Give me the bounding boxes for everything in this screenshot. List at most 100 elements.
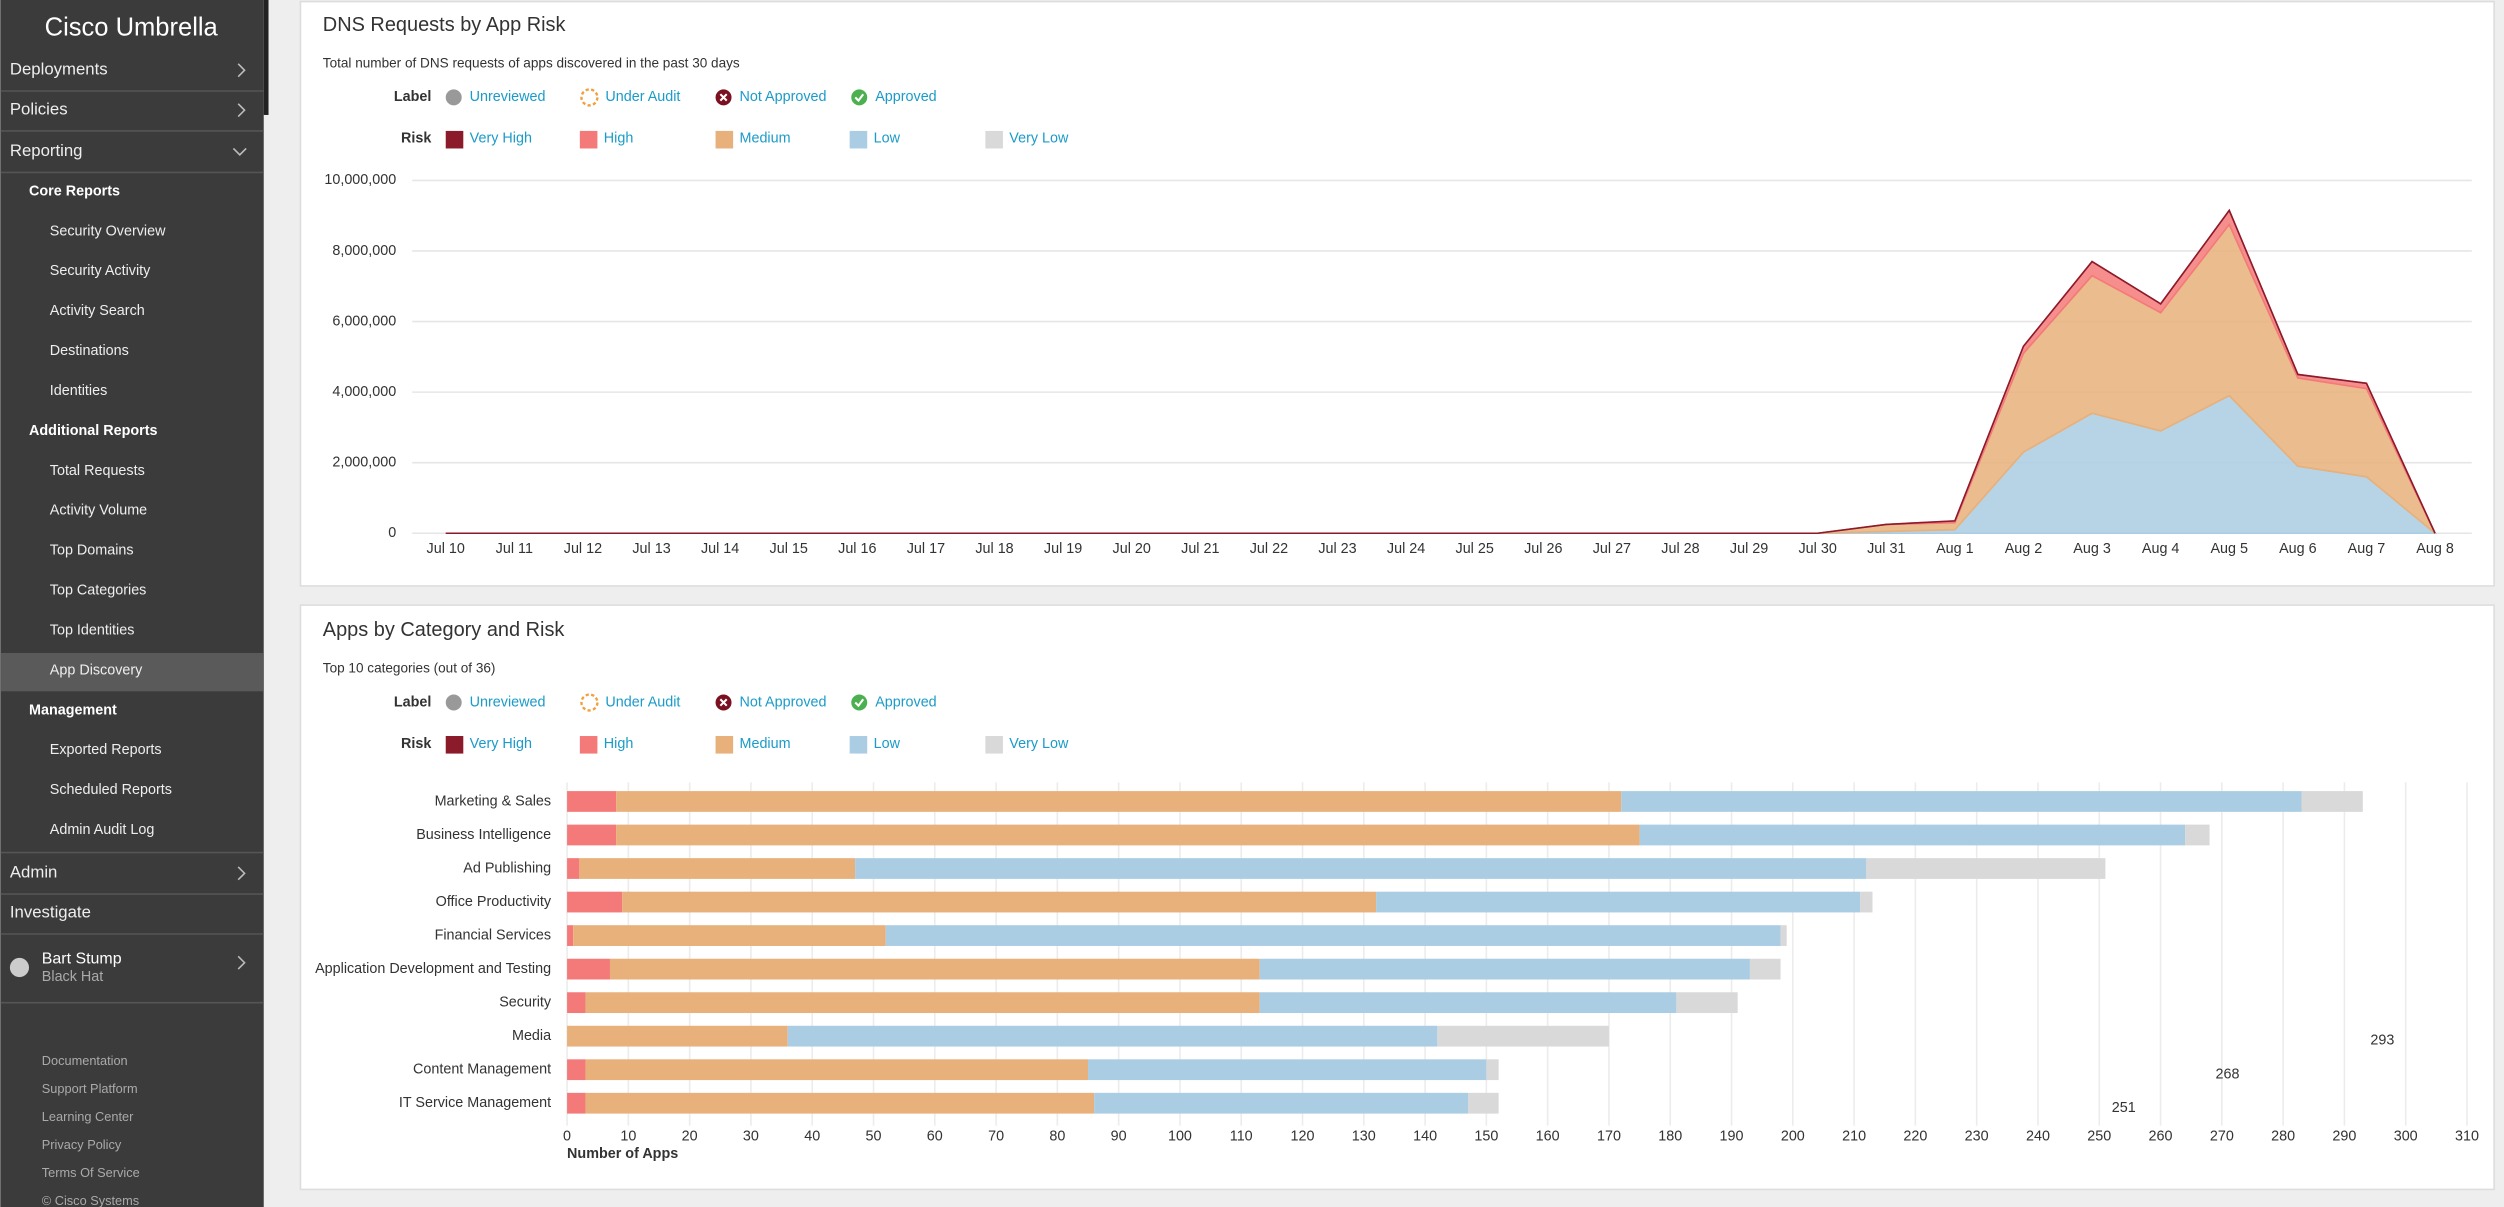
footer-link[interactable]: Terms Of Service	[42, 1165, 140, 1180]
x-tick-label: Jul 11	[496, 541, 533, 557]
menu-subitem[interactable]: App Discovery	[50, 662, 143, 678]
menu-subitem[interactable]: Destinations	[50, 343, 129, 359]
legend-swatch	[715, 736, 734, 754]
legend-label[interactable]: Medium	[740, 736, 791, 752]
active-item-highlight	[0, 652, 264, 692]
menu-subitem[interactable]: Security Overview	[50, 223, 166, 239]
menu-subitem[interactable]: Admin Audit Log	[50, 822, 155, 838]
legend-label[interactable]: Low	[874, 736, 901, 752]
legend-label[interactable]: Very High	[470, 131, 532, 147]
legend-title: Label	[394, 694, 432, 710]
x-tick-label: Aug 1	[1936, 541, 1974, 557]
menu-subitem[interactable]: Activity Search	[50, 303, 145, 319]
x-tick-label: 50	[866, 1129, 882, 1145]
x-tick-label: Jul 28	[1661, 541, 1699, 557]
legend-label[interactable]: High	[604, 131, 634, 147]
sidebar	[0, 0, 264, 1207]
footer-link[interactable]: Learning Center	[42, 1109, 134, 1124]
x-tick-label: 230	[1965, 1129, 1989, 1145]
x-axis-label: Number of Apps	[567, 1146, 678, 1162]
menu-subitem[interactable]: Total Requests	[50, 463, 145, 479]
menu-subitem[interactable]: Activity Volume	[50, 503, 147, 519]
x-tick-label: Jul 13	[632, 541, 670, 557]
x-tick-label: 300	[2394, 1129, 2418, 1145]
legend-swatch	[445, 130, 464, 149]
bar-segment	[1639, 824, 2186, 846]
legend-label[interactable]: Not Approved	[740, 89, 827, 105]
bar-segment	[616, 791, 1622, 812]
legend-label[interactable]: Medium	[740, 131, 791, 147]
menu-subitem[interactable]: Exported Reports	[50, 742, 162, 758]
legend-label[interactable]: Unreviewed	[470, 694, 546, 710]
legend-label[interactable]: Under Audit	[605, 694, 680, 710]
legend-label[interactable]: Under Audit	[605, 89, 680, 105]
x-tick-label: 260	[2149, 1129, 2173, 1145]
legend-swatch	[985, 736, 1003, 754]
x-tick-label: Jul 22	[1250, 541, 1288, 557]
user-name[interactable]: Bart Stump	[42, 951, 122, 968]
legend-label[interactable]: Very High	[470, 736, 532, 752]
legend-label[interactable]: Approved	[875, 694, 936, 710]
legend-label[interactable]: Low	[874, 131, 901, 147]
bar-segment	[787, 1025, 1438, 1047]
menu-item[interactable]: Investigate	[10, 903, 91, 922]
section-title: Core Reports	[29, 183, 120, 199]
footer-link[interactable]: Documentation	[42, 1053, 128, 1068]
category-label: Application Development and Testing	[315, 961, 551, 977]
legend-swatch	[445, 736, 464, 754]
user-org: Black Hat	[42, 969, 103, 985]
icon-unreviewed	[445, 89, 462, 106]
legend-label[interactable]: Unreviewed	[470, 89, 546, 105]
legend-label[interactable]: High	[604, 736, 634, 752]
x-tick-label: Jul 26	[1524, 541, 1562, 557]
bar-segment	[1088, 1059, 1487, 1081]
user-avatar	[9, 957, 30, 978]
x-tick-label: 280	[2271, 1129, 2295, 1145]
menu-item[interactable]: Admin	[10, 863, 57, 882]
menu-item[interactable]: Deployments	[10, 60, 108, 79]
footer-link[interactable]: © Cisco Systems	[42, 1193, 139, 1207]
legend-label[interactable]: Not Approved	[740, 694, 827, 710]
x-tick-label: 0	[563, 1129, 571, 1145]
x-tick-label: Aug 3	[2073, 541, 2111, 557]
bar-segment	[622, 891, 1377, 913]
icon-x	[719, 93, 728, 102]
total-label: 251	[2112, 1100, 2136, 1116]
x-tick-label: Jul 17	[907, 541, 945, 557]
bar-segment	[585, 1059, 1089, 1081]
legend-label[interactable]: Very Low	[1009, 131, 1069, 147]
x-tick-label: Jul 31	[1867, 541, 1905, 557]
menu-item[interactable]: Reporting	[10, 141, 83, 160]
footer-link[interactable]: Privacy Policy	[42, 1137, 122, 1152]
legend-label[interactable]: Very Low	[1009, 736, 1069, 752]
menu-subitem[interactable]: Top Categories	[50, 583, 147, 599]
x-tick-label: 60	[927, 1129, 943, 1145]
x-tick-label: 10	[620, 1129, 636, 1145]
x-tick-label: 110	[1230, 1129, 1253, 1145]
x-tick-label: Aug 6	[2279, 541, 2317, 557]
category-label: Financial Services	[435, 927, 552, 943]
chevron	[237, 866, 246, 881]
footer-link[interactable]: Support Platform	[42, 1081, 138, 1096]
icon-check	[854, 698, 865, 708]
legend-label[interactable]: Approved	[875, 89, 936, 105]
menu-subitem[interactable]: Top Domains	[50, 543, 134, 559]
menu-item[interactable]: Policies	[10, 100, 68, 119]
category-label: IT Service Management	[399, 1095, 551, 1111]
bar-segment	[567, 1059, 586, 1081]
x-tick-label: 220	[1903, 1129, 1927, 1145]
total-label: 268	[2216, 1066, 2240, 1082]
x-tick-label: 90	[1111, 1129, 1127, 1145]
bar-segment	[609, 958, 1260, 980]
menu-subitem[interactable]: Security Activity	[50, 263, 151, 279]
x-tick-label: Jul 30	[1799, 541, 1837, 557]
category-label: Marketing & Sales	[435, 793, 552, 809]
bar-segment	[1486, 1059, 1499, 1081]
area	[445, 208, 2436, 535]
menu-subitem[interactable]: Scheduled Reports	[50, 782, 172, 798]
x-tick-label: 130	[1352, 1129, 1376, 1145]
x-tick-label: 100	[1168, 1129, 1192, 1145]
menu-subitem[interactable]: Identities	[50, 383, 107, 399]
menu-subitem[interactable]: Top Identities	[50, 622, 135, 638]
x-tick-label: 20	[682, 1129, 698, 1145]
